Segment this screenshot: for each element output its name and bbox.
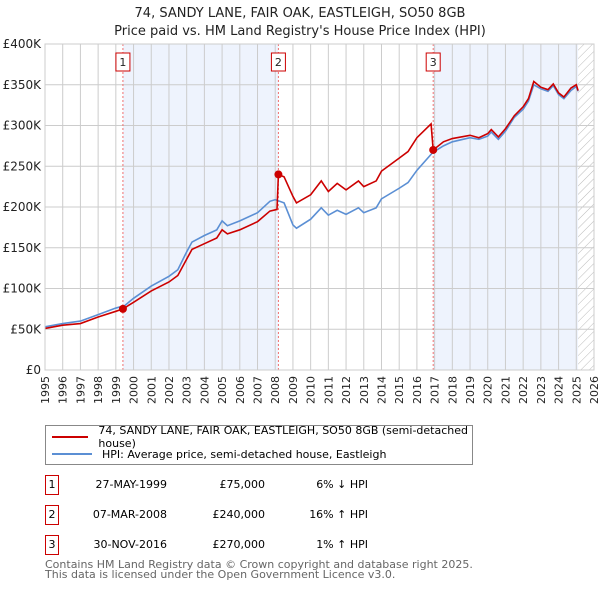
y-tick-label: £50K: [10, 322, 42, 336]
legend-label: 74, SANDY LANE, FAIR OAK, EASTLEIGH, SO5…: [98, 424, 468, 450]
x-tick-label: 1998: [92, 376, 105, 404]
chart-subtitle: Price paid vs. HM Land Registry's House …: [114, 24, 486, 39]
transaction-row: 2 07-MAR-2008 £240,000 16% ↑ HPI: [45, 505, 445, 525]
x-tick-label: 2025: [570, 376, 583, 404]
sale-label: 3: [430, 56, 437, 69]
footer: Contains HM Land Registry data © Crown c…: [45, 558, 473, 581]
sale-point: [429, 145, 438, 154]
x-tick-label: 2020: [482, 376, 495, 404]
transaction-price: £75,000: [219, 478, 266, 491]
x-tick-label: 2001: [145, 376, 158, 404]
x-tick-label: 1999: [110, 376, 123, 404]
transaction-marker: 3: [45, 535, 59, 555]
sale-label: 1: [119, 56, 126, 69]
x-tick-label: 2024: [553, 376, 566, 404]
x-tick-label: 2012: [340, 376, 353, 404]
x-tick-label: 2009: [287, 376, 300, 404]
sale-label-box: [425, 52, 441, 72]
chart-title: 74, SANDY LANE, FAIR OAK, EASTLEIGH, SO5…: [134, 6, 466, 21]
legend-swatch-hpi: [52, 453, 92, 455]
legend-item-property: 74, SANDY LANE, FAIR OAK, EASTLEIGH, SO5…: [46, 424, 472, 450]
y-tick-label: £400K: [3, 37, 43, 51]
x-tick-label: 2007: [252, 376, 265, 404]
x-tick-label: 2014: [375, 376, 388, 404]
legend: 74, SANDY LANE, FAIR OAK, EASTLEIGH, SO5…: [45, 424, 473, 465]
footer-licence: This data is licensed under the Open Gov…: [45, 568, 396, 581]
transaction-hpi-diff: 6% ↓ HPI: [316, 478, 368, 491]
transaction-price: £240,000: [212, 508, 266, 521]
transaction-hpi-diff: 16% ↑ HPI: [309, 508, 368, 521]
hpi-line: [44, 83, 579, 328]
transaction-marker: 1: [45, 475, 59, 495]
y-tick-label: £150K: [3, 241, 43, 255]
x-tick-label: 2013: [358, 376, 371, 404]
y-tick-label: £100K: [3, 282, 43, 296]
x-tick-label: 1996: [57, 376, 70, 404]
legend-label: HPI: Average price, semi-detached house,…: [102, 447, 387, 461]
sale-label-box: [270, 52, 286, 72]
transaction-hpi-diff: 1% ↑ HPI: [316, 538, 368, 551]
x-tick-label: 2008: [269, 376, 282, 404]
legend-swatch-property: [52, 436, 89, 438]
x-tick-label: 2015: [393, 376, 406, 404]
x-tick-label: 2026: [588, 376, 600, 404]
transaction-price: £270,000: [212, 538, 266, 551]
transaction-marker: 2: [45, 505, 59, 525]
x-tick-label: 2011: [322, 376, 335, 404]
x-tick-label: 1997: [74, 376, 87, 404]
sale-point: [118, 304, 127, 313]
x-tick-label: 2005: [216, 376, 229, 404]
x-tick-label: 2006: [234, 376, 247, 404]
sale-label-box: [115, 52, 131, 72]
x-tick-label: 2003: [181, 376, 194, 404]
x-tick-label: 1995: [39, 376, 52, 404]
x-tick-label: 2004: [198, 376, 211, 404]
x-tick-label: 2017: [429, 376, 442, 404]
transaction-date: 30-NOV-2016: [93, 538, 167, 551]
transaction-row: 3 30-NOV-2016 £270,000 1% ↑ HPI: [45, 535, 445, 555]
y-tick-label: £250K: [3, 159, 43, 173]
transaction-date: 07-MAR-2008: [92, 508, 167, 521]
y-tick-label: £300K: [3, 119, 43, 133]
transaction-row: 1 27-MAY-1999 £75,000 6% ↓ HPI: [45, 475, 445, 495]
x-tick-label: 2022: [517, 376, 530, 404]
price-chart: 1995 1996 1997 1998 1999 2000 2001 2002 2003 2004…: [3, 37, 600, 404]
y-tick-label: £350K: [3, 78, 43, 92]
plot-border: [44, 43, 595, 371]
x-tick-label: 2010: [305, 376, 318, 404]
x-tick-label: 2000: [128, 376, 141, 404]
legend-item-hpi: HPI: Average price, semi-detached house,…: [46, 446, 386, 462]
x-tick-label: 2018: [446, 376, 459, 404]
sale-label: 2: [275, 56, 282, 69]
x-tick-label: 2019: [464, 376, 477, 404]
transaction-date: 27-MAY-1999: [95, 478, 167, 491]
y-tick-label: £0: [26, 363, 41, 377]
footer-copyright: Contains HM Land Registry data © Crown c…: [45, 558, 473, 571]
property-price-line: [44, 80, 579, 330]
x-tick-label: 2016: [411, 376, 424, 404]
sale-point: [274, 170, 283, 179]
x-tick-label: 2002: [163, 376, 176, 404]
x-tick-label: 2023: [535, 376, 548, 404]
x-tick-label: 2021: [499, 376, 512, 404]
y-tick-label: £200K: [3, 200, 43, 214]
